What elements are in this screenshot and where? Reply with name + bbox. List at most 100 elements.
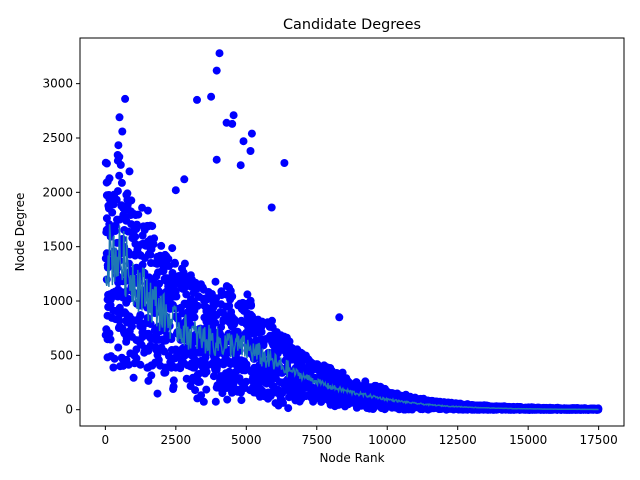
y-tick-label: 1000 xyxy=(42,294,73,308)
scatter-point xyxy=(182,374,191,383)
scatter-point xyxy=(123,189,132,198)
scatter-point xyxy=(455,403,463,412)
scatter-point xyxy=(171,186,180,195)
scatter-point xyxy=(132,225,141,234)
scatter-point xyxy=(152,272,161,281)
scatter-point xyxy=(289,347,298,356)
y-tick-label: 500 xyxy=(50,348,73,362)
scatter-point xyxy=(274,401,283,410)
scatter-point xyxy=(109,226,118,235)
scatter-point xyxy=(188,275,196,284)
scatter-point xyxy=(150,326,159,335)
scatter-point xyxy=(212,299,220,308)
scatter-point xyxy=(189,373,197,382)
scatter-point xyxy=(159,336,168,345)
scatter-point xyxy=(166,358,175,367)
scatter-point xyxy=(115,113,124,122)
scatter-point xyxy=(110,354,119,363)
y-tick-label: 3000 xyxy=(42,77,73,91)
scatter-point xyxy=(153,351,162,360)
scatter-point xyxy=(124,247,133,256)
scatter-point xyxy=(168,290,177,299)
scatter-point xyxy=(195,377,204,386)
scatter-point xyxy=(138,260,147,269)
scatter-point xyxy=(237,378,246,387)
scatter-point xyxy=(260,391,269,400)
scatter-point xyxy=(326,396,335,404)
scatter-point xyxy=(102,178,111,187)
scatter-point xyxy=(229,379,238,388)
scatter-point xyxy=(168,244,177,253)
scatter-point xyxy=(145,242,154,250)
y-axis-label: Node Degree xyxy=(13,193,27,272)
scatter-point xyxy=(229,111,238,120)
x-tick-label: 17500 xyxy=(580,433,618,447)
scatter-point xyxy=(140,348,149,357)
scatter-point xyxy=(212,66,221,75)
scatter-point xyxy=(118,355,127,364)
scatter-point xyxy=(115,171,124,180)
scatter-point xyxy=(406,392,415,401)
scatter-point xyxy=(225,301,234,310)
scatter-point xyxy=(298,380,307,389)
chart-title: Candidate Degrees xyxy=(283,17,421,33)
scatter-point xyxy=(240,365,249,374)
scatter-point xyxy=(187,308,196,317)
scatter-point xyxy=(102,191,111,200)
scatter-point xyxy=(236,161,245,170)
x-tick-label: 10000 xyxy=(368,433,406,447)
scatter-point xyxy=(162,277,171,285)
scatter-point xyxy=(202,307,211,316)
scatter-point xyxy=(127,207,135,216)
x-tick-label: 12500 xyxy=(439,433,477,447)
scatter-point xyxy=(372,381,380,390)
scatter-point xyxy=(521,403,530,412)
scatter-point xyxy=(114,343,123,352)
scatter-point xyxy=(289,386,298,395)
scatter-point xyxy=(223,358,232,367)
scatter-point xyxy=(175,347,184,356)
scatter-point xyxy=(280,378,289,387)
scatter-point xyxy=(136,241,145,250)
scatter-point xyxy=(177,282,186,291)
scatter-point xyxy=(238,318,247,326)
scatter-point xyxy=(284,404,293,413)
scatter-point xyxy=(268,381,277,390)
scatter-point xyxy=(249,373,258,381)
scatter-point xyxy=(146,235,155,244)
scatter-point xyxy=(119,202,128,211)
trend-line xyxy=(104,224,599,411)
y-tick-label: 2500 xyxy=(42,131,73,145)
scatter-point xyxy=(170,258,179,267)
scatter-point xyxy=(130,359,139,368)
scatter-point xyxy=(309,397,318,406)
scatter-point xyxy=(505,402,513,411)
scatter-point xyxy=(153,252,162,261)
scatter-point xyxy=(109,306,118,315)
scatter-point xyxy=(193,301,202,310)
plot-frame xyxy=(79,37,625,427)
y-axis: 0 500 1000 1500 2000 2500 3000 xyxy=(42,77,80,417)
x-tick-label: 5000 xyxy=(231,433,262,447)
scatter-point xyxy=(159,263,168,272)
scatter-point xyxy=(202,367,211,376)
scatter-point xyxy=(384,401,393,410)
scatter-point xyxy=(114,141,123,150)
scatter-point xyxy=(180,259,189,268)
scatter-point xyxy=(210,354,219,363)
scatter-point xyxy=(180,271,189,280)
scatter-point xyxy=(128,332,136,341)
scatter-point xyxy=(115,322,124,331)
scatter-point xyxy=(327,366,336,375)
scatter-point xyxy=(164,352,173,360)
scatter-point xyxy=(143,222,152,231)
scatter-point xyxy=(161,291,170,300)
scatter-point xyxy=(291,396,300,405)
scatter-point xyxy=(176,362,185,371)
scatter-point xyxy=(268,338,277,347)
scatter-point xyxy=(122,337,131,346)
scatter-point xyxy=(268,316,276,325)
scatter-point xyxy=(115,215,124,224)
scatter-point xyxy=(200,296,209,305)
scatter-point xyxy=(131,251,140,260)
